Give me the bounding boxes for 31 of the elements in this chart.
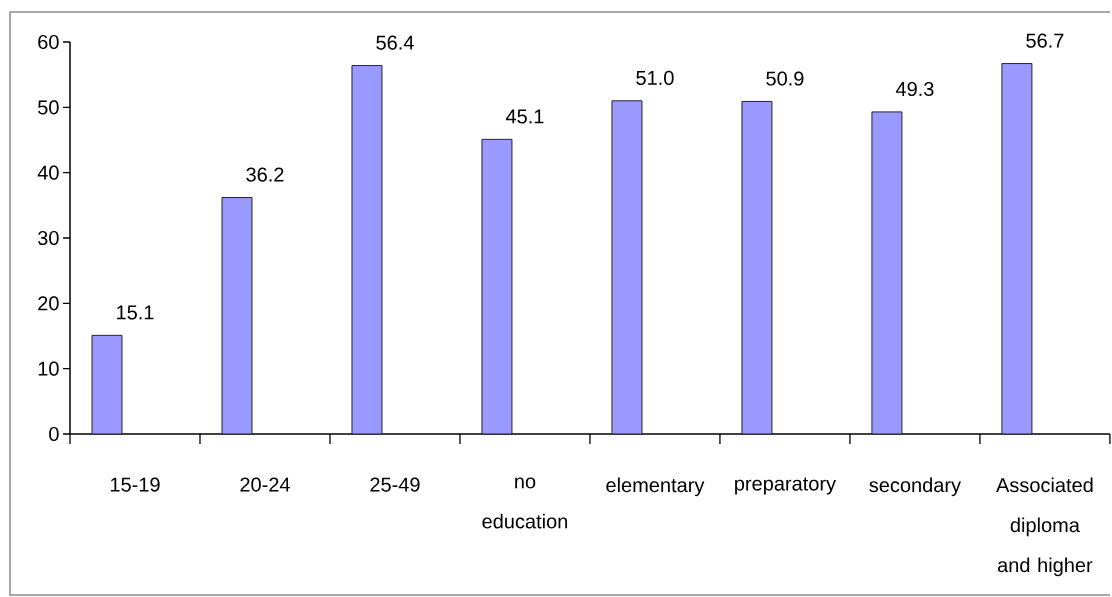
x-tick-label: 20-24	[240, 477, 290, 492]
x-tick-label: secondary	[869, 477, 962, 497]
bar	[221, 196, 253, 435]
x-tick-label: preparatory	[735, 477, 837, 495]
bar	[741, 100, 773, 435]
data-label: 15.1	[117, 305, 154, 320]
data-label: 49.3	[895, 81, 934, 97]
x-tick-label: 15-19	[110, 477, 160, 492]
x-tick-label: 25-49	[370, 477, 420, 492]
data-label: 36.2	[246, 167, 284, 182]
data-label: 51.0	[636, 70, 674, 85]
bar	[91, 334, 123, 435]
y-tick-label: 40	[37, 165, 59, 180]
bar	[611, 100, 643, 435]
data-label: 45.1	[505, 109, 544, 124]
y-tick-label: 30	[38, 230, 59, 246]
data-label: 56.4	[376, 35, 414, 50]
data-label: 56.7	[1026, 33, 1064, 48]
y-tick-label: 60	[38, 34, 59, 50]
bar	[871, 111, 903, 435]
bar	[351, 65, 383, 435]
bar	[481, 138, 513, 435]
y-tick-label: 20	[38, 296, 59, 311]
x-tick-label: elementary	[606, 477, 705, 497]
category-label: Associated diploma and higher	[996, 477, 1093, 577]
y-tick-label: 0	[49, 426, 59, 442]
y-tick-label: 10	[38, 361, 59, 376]
category-label: no education	[482, 477, 568, 529]
y-tick-label: 50	[38, 100, 59, 115]
bar	[1001, 63, 1033, 435]
data-label: 50.9	[766, 71, 804, 86]
